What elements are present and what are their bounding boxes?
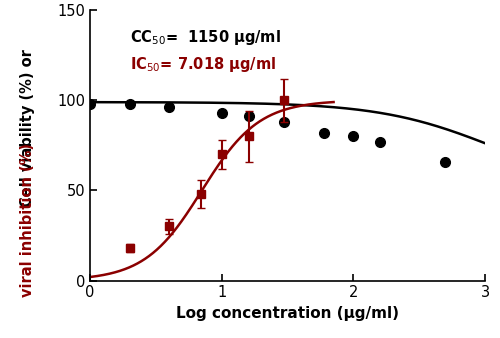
X-axis label: Log concentration (μg/ml): Log concentration (μg/ml) <box>176 306 399 321</box>
Text: CC$_{50}$=  1150 μg/ml: CC$_{50}$= 1150 μg/ml <box>130 28 280 47</box>
Text: viral inhibition (%): viral inhibition (%) <box>20 143 35 297</box>
Text: Cell viability (%) or: Cell viability (%) or <box>20 49 35 208</box>
Text: IC$_{50}$= 7.018 μg/ml: IC$_{50}$= 7.018 μg/ml <box>130 55 276 74</box>
